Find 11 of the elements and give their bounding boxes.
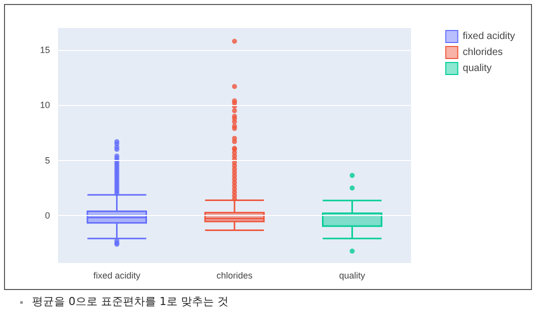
y-tick-label: 0 [44,210,50,221]
text: 평균을 0으로 표준편차를 1로 맞추는 것 [32,294,228,309]
x-tick-label: quality [339,270,366,280]
legend-label: quality [462,63,492,74]
y-tick-label: 10 [40,100,50,110]
y-tick-label: 15 [40,45,50,56]
x-tick-label: fixed acidity [93,270,141,280]
y-tick-label: 5 [44,155,50,166]
legend-label: fixed acidity [462,31,516,42]
x-tick-label: chlorides [216,270,253,280]
legend-label: chlorides [462,47,503,58]
